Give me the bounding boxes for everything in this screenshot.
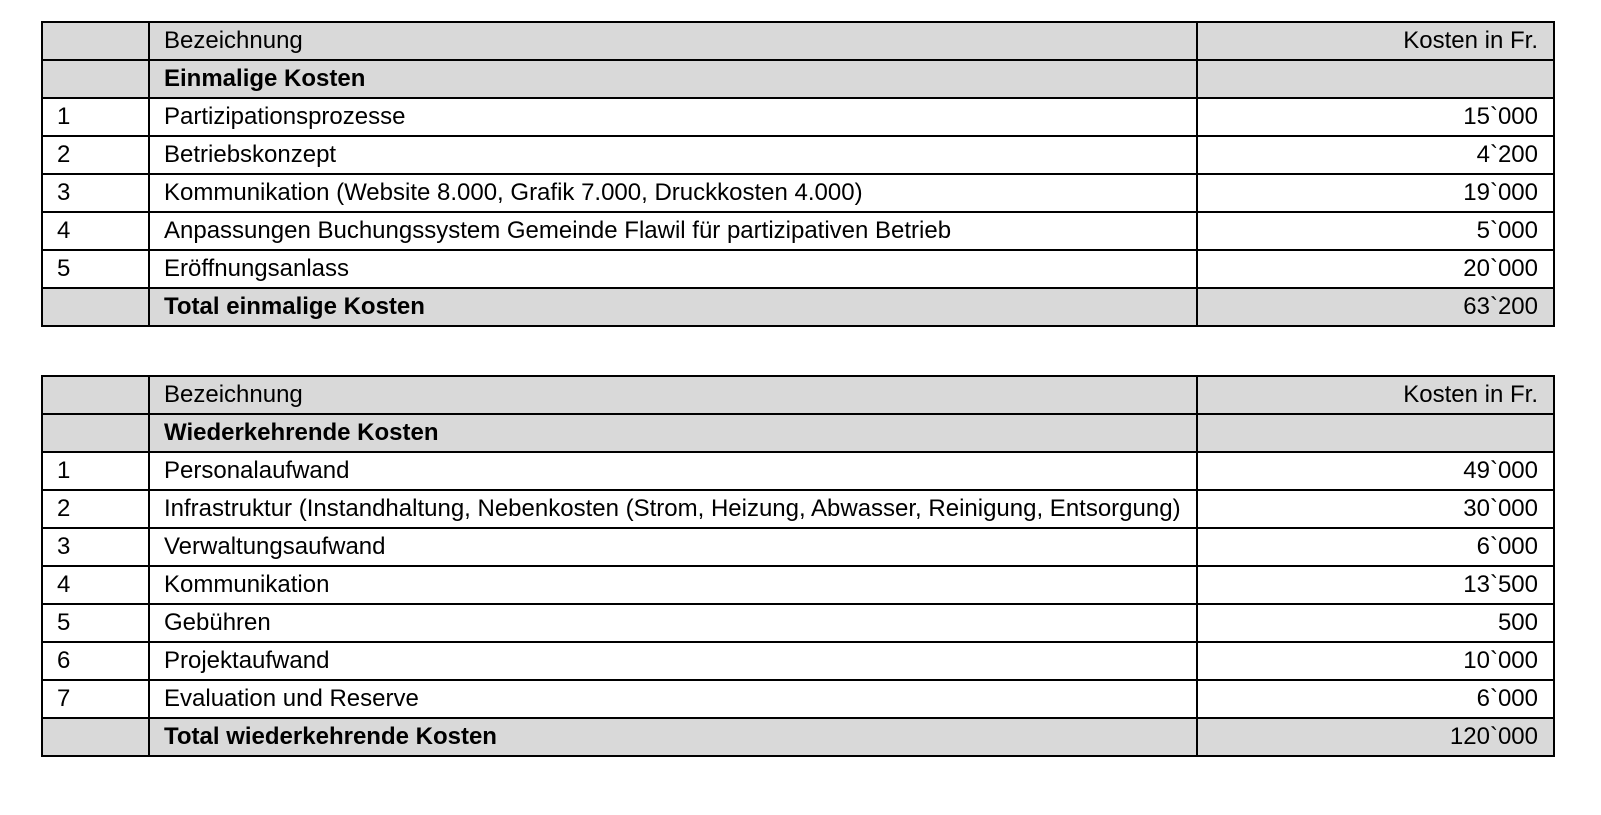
section-label-cell: Einmalige Kosten — [148, 59, 1198, 99]
total-num-cell — [41, 287, 150, 327]
header-bezeichnung-cell: Bezeichnung — [148, 375, 1198, 415]
section-label-cell: Wiederkehrende Kosten — [148, 413, 1198, 453]
total-kosten-cell: 63`200 — [1196, 287, 1555, 327]
row-kosten-cell: 30`000 — [1196, 489, 1555, 529]
row-label-cell: Evaluation und Reserve — [148, 679, 1198, 719]
table-header-row: Bezeichnung Kosten in Fr. — [41, 375, 1555, 415]
section-num-cell — [41, 413, 150, 453]
row-kosten-cell: 13`500 — [1196, 565, 1555, 605]
table-row: 5 Gebühren 500 — [41, 603, 1555, 643]
table-header-row: Bezeichnung Kosten in Fr. — [41, 21, 1555, 61]
row-label-cell: Verwaltungsaufwand — [148, 527, 1198, 567]
table-row: 2 Betriebskonzept 4`200 — [41, 135, 1555, 175]
section-kosten-cell — [1196, 413, 1555, 453]
row-num-cell: 7 — [41, 679, 150, 719]
row-num-cell: 4 — [41, 211, 150, 251]
row-kosten-cell: 10`000 — [1196, 641, 1555, 681]
section-row: Einmalige Kosten — [41, 59, 1555, 99]
row-label-cell: Partizipationsprozesse — [148, 97, 1198, 137]
section-row: Wiederkehrende Kosten — [41, 413, 1555, 453]
row-label-cell: Projektaufwand — [148, 641, 1198, 681]
row-num-cell: 5 — [41, 249, 150, 289]
row-label-cell: Gebühren — [148, 603, 1198, 643]
total-kosten-cell: 120`000 — [1196, 717, 1555, 757]
row-label-cell: Infrastruktur (Instandhaltung, Nebenkost… — [148, 489, 1198, 529]
row-num-cell: 1 — [41, 97, 150, 137]
table-row: 3 Verwaltungsaufwand 6`000 — [41, 527, 1555, 567]
row-label-cell: Betriebskonzept — [148, 135, 1198, 175]
row-kosten-cell: 6`000 — [1196, 679, 1555, 719]
row-num-cell: 3 — [41, 173, 150, 213]
row-num-cell: 3 — [41, 527, 150, 567]
row-kosten-cell: 500 — [1196, 603, 1555, 643]
header-num-cell — [41, 21, 150, 61]
table-row: 4 Kommunikation 13`500 — [41, 565, 1555, 605]
row-label-cell: Anpassungen Buchungssystem Gemeinde Flaw… — [148, 211, 1198, 251]
row-num-cell: 2 — [41, 489, 150, 529]
section-kosten-cell — [1196, 59, 1555, 99]
row-num-cell: 1 — [41, 451, 150, 491]
table-row: 2 Infrastruktur (Instandhaltung, Nebenko… — [41, 489, 1555, 529]
table-row: 6 Projektaufwand 10`000 — [41, 641, 1555, 681]
section-num-cell — [41, 59, 150, 99]
row-kosten-cell: 5`000 — [1196, 211, 1555, 251]
header-num-cell — [41, 375, 150, 415]
row-num-cell: 4 — [41, 565, 150, 605]
table-row: 1 Personalaufwand 49`000 — [41, 451, 1555, 491]
row-label-cell: Personalaufwand — [148, 451, 1198, 491]
header-bezeichnung-cell: Bezeichnung — [148, 21, 1198, 61]
total-label-cell: Total einmalige Kosten — [148, 287, 1198, 327]
row-kosten-cell: 19`000 — [1196, 173, 1555, 213]
header-kosten-cell: Kosten in Fr. — [1196, 21, 1555, 61]
wiederkehrende-kosten-table: Bezeichnung Kosten in Fr. Wiederkehrende… — [41, 375, 1555, 757]
table-row: 5 Eröffnungsanlass 20`000 — [41, 249, 1555, 289]
total-row: Total wiederkehrende Kosten 120`000 — [41, 717, 1555, 757]
header-kosten-cell: Kosten in Fr. — [1196, 375, 1555, 415]
total-row: Total einmalige Kosten 63`200 — [41, 287, 1555, 327]
table-row: 3 Kommunikation (Website 8.000, Grafik 7… — [41, 173, 1555, 213]
row-num-cell: 6 — [41, 641, 150, 681]
row-kosten-cell: 15`000 — [1196, 97, 1555, 137]
table-row: 1 Partizipationsprozesse 15`000 — [41, 97, 1555, 137]
row-num-cell: 2 — [41, 135, 150, 175]
total-num-cell — [41, 717, 150, 757]
row-kosten-cell: 49`000 — [1196, 451, 1555, 491]
einmalige-kosten-table: Bezeichnung Kosten in Fr. Einmalige Kost… — [41, 21, 1555, 327]
row-num-cell: 5 — [41, 603, 150, 643]
total-label-cell: Total wiederkehrende Kosten — [148, 717, 1198, 757]
row-label-cell: Eröffnungsanlass — [148, 249, 1198, 289]
row-kosten-cell: 6`000 — [1196, 527, 1555, 567]
table-row: 7 Evaluation und Reserve 6`000 — [41, 679, 1555, 719]
row-label-cell: Kommunikation — [148, 565, 1198, 605]
table-row: 4 Anpassungen Buchungssystem Gemeinde Fl… — [41, 211, 1555, 251]
row-kosten-cell: 4`200 — [1196, 135, 1555, 175]
row-kosten-cell: 20`000 — [1196, 249, 1555, 289]
row-label-cell: Kommunikation (Website 8.000, Grafik 7.0… — [148, 173, 1198, 213]
